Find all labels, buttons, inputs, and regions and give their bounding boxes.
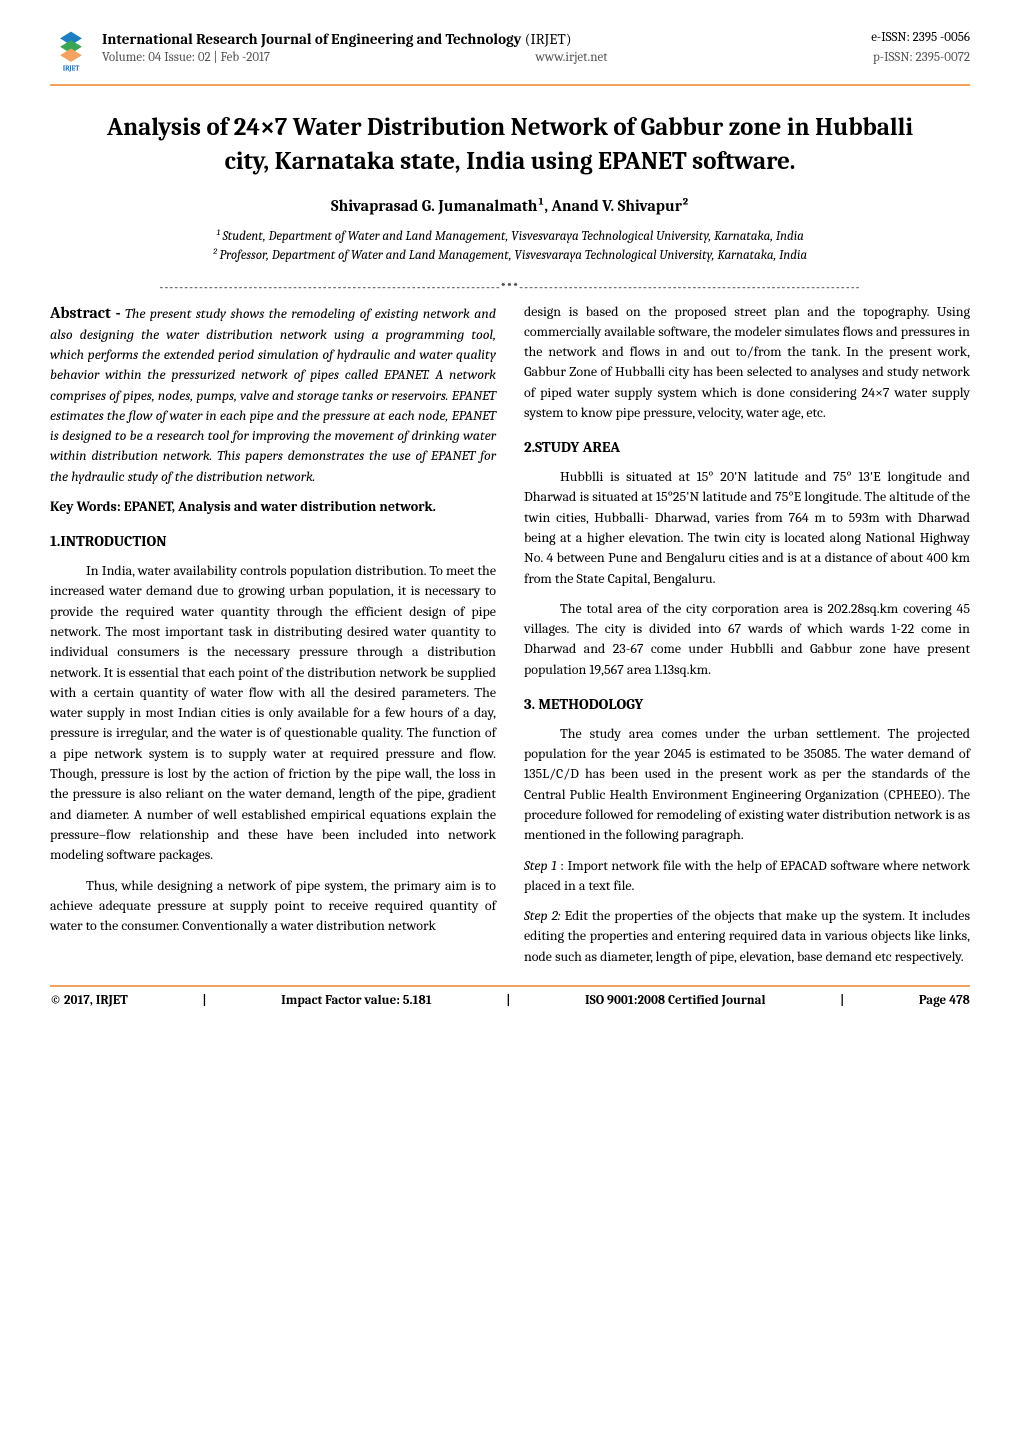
study-area-paragraph-1: Hubblli is situated at 15° 20'N latitude… (524, 467, 970, 589)
page-header: IRJET International Research Journal of … (50, 30, 970, 86)
step-1-text: : Import network file with the help of E… (524, 857, 970, 894)
abstract-block: Abstract - The present study shows the r… (50, 302, 496, 488)
affiliation-1: ¹ Student, Department of Water and Land … (70, 227, 950, 247)
irjet-logo-icon: IRJET (50, 30, 92, 72)
page-footer: © 2017, IRJET | Impact Factor value: 5.1… (50, 985, 970, 1008)
footer-cert: ISO 9001:2008 Certified Journal (585, 993, 766, 1008)
intro-paragraph-1: In India, water availability controls po… (50, 561, 496, 865)
footer-page: Page 478 (919, 993, 970, 1008)
methodology-step-1: Step 1 : Import network file with the he… (524, 856, 970, 897)
step-2-label: Step 2: (524, 907, 561, 924)
affiliations: ¹ Student, Department of Water and Land … (70, 227, 950, 266)
authors: Shivaprasad G. Jumanalmath¹, Anand V. Sh… (50, 197, 970, 215)
footer-copyright: © 2017, IRJET (50, 993, 128, 1008)
abstract-text: The present study shows the remodeling o… (50, 305, 496, 485)
e-issn: e-ISSN: 2395 -0056 (871, 30, 970, 48)
footer-sep-3: | (840, 993, 844, 1008)
journal-abbrev: (IRJET) (525, 30, 572, 48)
methodology-paragraph-1: The study area comes under the urban set… (524, 724, 970, 846)
methodology-step-2: Step 2: Edit the properties of the objec… (524, 906, 970, 967)
journal-name: International Research Journal of Engine… (102, 30, 571, 48)
abstract-label: Abstract - (50, 304, 121, 322)
page-container: IRJET International Research Journal of … (0, 0, 1020, 1028)
header-text-block: International Research Journal of Engine… (102, 30, 970, 65)
footer-sep-2: | (506, 993, 510, 1008)
p-issn: p-ISSN: 2395-0072 (873, 50, 970, 65)
footer-impact: Impact Factor value: 5.181 (281, 993, 432, 1008)
section-heading-study-area: 2.STUDY AREA (524, 437, 970, 459)
intro-paragraph-3: design is based on the proposed street p… (524, 302, 970, 424)
section-heading-introduction: 1.INTRODUCTION (50, 531, 496, 553)
journal-logo: IRJET (50, 30, 92, 76)
step-1-label: Step 1 (524, 857, 557, 874)
journal-name-text: International Research Journal of Engine… (102, 30, 521, 48)
affiliation-2: ² Professor, Department of Water and Lan… (70, 246, 950, 266)
study-area-paragraph-2: The total area of the city corporation a… (524, 599, 970, 680)
volume-issue: Volume: 04 Issue: 02 | Feb -2017 (102, 50, 270, 65)
journal-name-line: International Research Journal of Engine… (102, 30, 970, 48)
step-2-text: Edit the properties of the objects that … (524, 907, 970, 965)
two-column-body: Abstract - The present study shows the r… (50, 302, 970, 968)
section-heading-methodology: 3. METHODOLOGY (524, 694, 970, 716)
keywords-block: Key Words: EPANET, Analysis and water di… (50, 497, 496, 517)
svg-text:IRJET: IRJET (63, 64, 80, 72)
article-title: Analysis of 24×7 Water Distribution Netw… (90, 111, 930, 179)
keywords-label: Key Words: (50, 498, 121, 515)
intro-paragraph-2: Thus, while designing a network of pipe … (50, 876, 496, 937)
separator-line: ----------------------------------------… (50, 280, 970, 294)
footer-sep-1: | (202, 993, 206, 1008)
website: www.irjet.net (536, 50, 608, 65)
keywords-text: EPANET, Analysis and water distribution … (124, 498, 436, 515)
volume-line: Volume: 04 Issue: 02 | Feb -2017 www.irj… (102, 50, 970, 65)
